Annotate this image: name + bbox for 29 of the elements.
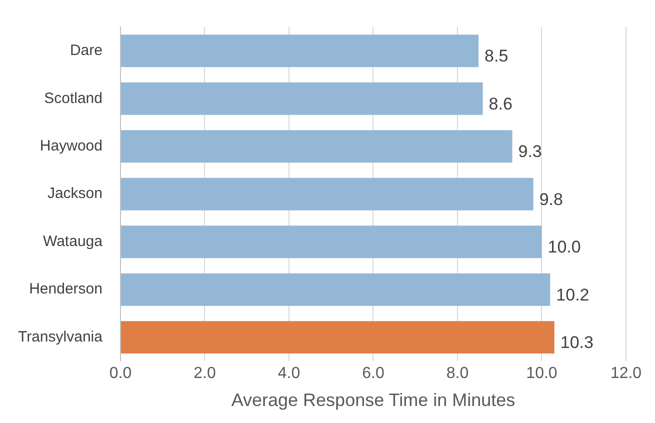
- y-tick-label: Transylvania: [18, 328, 104, 346]
- y-tick-label: Watauga: [42, 232, 104, 250]
- bar: [120, 226, 542, 258]
- data-label: 8.5: [484, 46, 508, 66]
- bar: [120, 273, 550, 306]
- x-tick-label: 0.0: [109, 365, 132, 382]
- bar: [120, 178, 534, 210]
- x-tick-label: 4.0: [278, 365, 300, 382]
- data-label: 10.0: [548, 238, 581, 257]
- x-tick-label: 10.0: [526, 365, 558, 382]
- data-label: 10.2: [556, 285, 590, 304]
- data-label: 9.3: [518, 142, 542, 162]
- bar: [120, 321, 554, 354]
- bar: [120, 34, 479, 68]
- data-label: 10.3: [560, 333, 594, 352]
- data-label: 9.8: [539, 190, 563, 209]
- y-tick-label: Haywood: [40, 138, 102, 154]
- x-tick-label: 8.0: [446, 365, 469, 382]
- bar: [120, 82, 483, 115]
- y-tick-label: Dare: [70, 42, 102, 60]
- x-tick-label: 12.0: [610, 365, 642, 382]
- x-tick-label: 6.0: [362, 365, 384, 382]
- y-tick-label: Jackson: [47, 185, 102, 202]
- x-axis-title: Average Response Time in Minutes: [231, 390, 516, 410]
- x-tick-label: 2.0: [194, 365, 216, 382]
- y-tick-label: Scotland: [44, 90, 102, 107]
- data-label: 8.6: [488, 94, 512, 114]
- y-tick-label: Henderson: [29, 280, 102, 298]
- bar: [120, 130, 512, 163]
